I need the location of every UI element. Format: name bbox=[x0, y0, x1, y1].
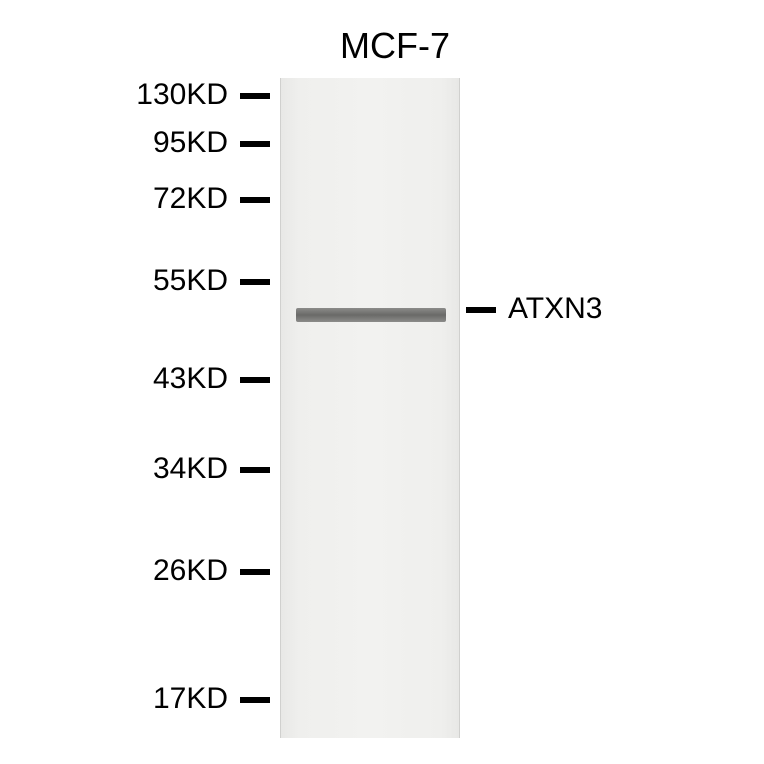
marker-label: 34KD bbox=[108, 452, 228, 486]
marker-label: 26KD bbox=[108, 554, 228, 588]
sample-label: MCF-7 bbox=[340, 25, 450, 67]
gel-lane bbox=[280, 78, 460, 738]
protein-tick bbox=[466, 307, 496, 313]
marker-label: 130KD bbox=[108, 78, 228, 112]
marker-tick bbox=[240, 141, 270, 147]
protein-band bbox=[296, 308, 446, 322]
marker-tick bbox=[240, 467, 270, 473]
marker-tick bbox=[240, 697, 270, 703]
marker-label: 17KD bbox=[108, 682, 228, 716]
marker-label: 72KD bbox=[108, 182, 228, 216]
marker-label: 95KD bbox=[108, 126, 228, 160]
marker-tick bbox=[240, 197, 270, 203]
marker-tick bbox=[240, 279, 270, 285]
marker-tick bbox=[240, 377, 270, 383]
western-blot-container: MCF-7 130KD95KD72KD55KD43KD34KD26KD17KD … bbox=[0, 0, 764, 764]
marker-label: 55KD bbox=[108, 264, 228, 298]
marker-tick bbox=[240, 569, 270, 575]
protein-label: ATXN3 bbox=[508, 292, 602, 326]
marker-label: 43KD bbox=[108, 362, 228, 396]
marker-tick bbox=[240, 93, 270, 99]
